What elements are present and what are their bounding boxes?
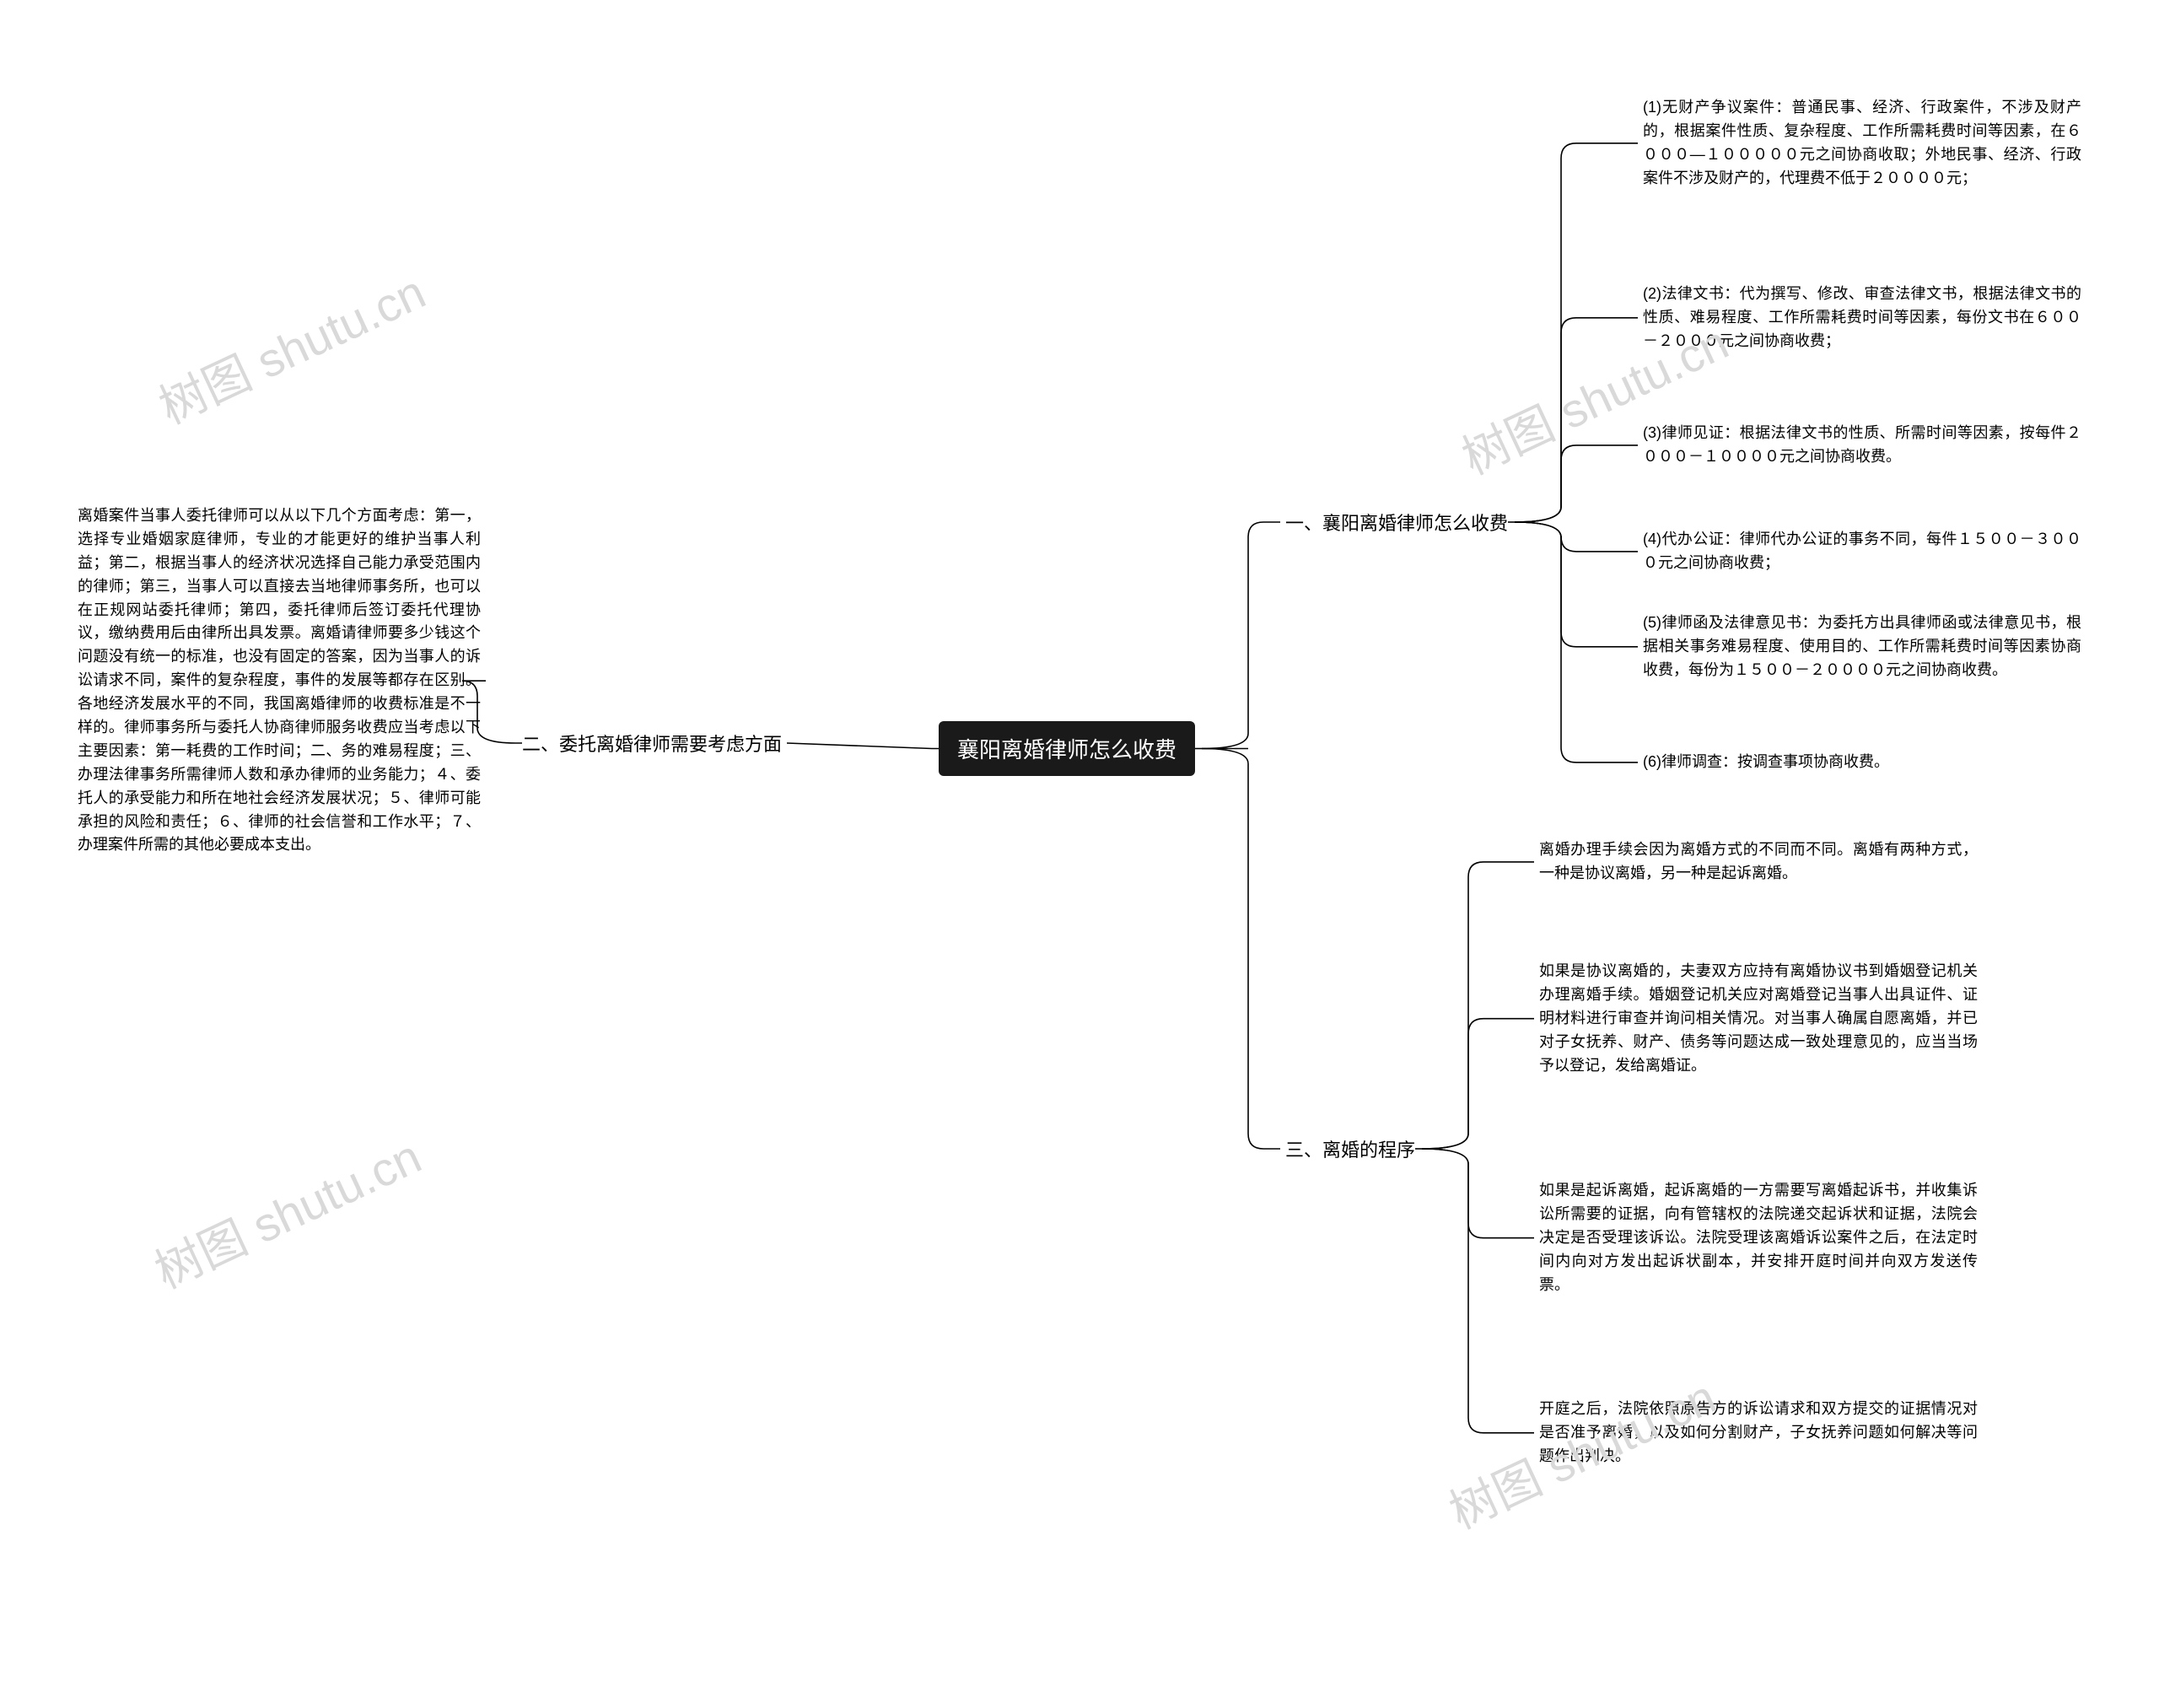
leaf-text: (6)律师调查：按调查事项协商收费。 — [1643, 751, 2081, 774]
leaf-text: (2)法律文书：代为撰写、修改、审查法律文书，根据法律文书的性质、难易程度、工作… — [1643, 283, 2081, 353]
watermark: 树图 shutu.cn — [147, 255, 435, 438]
leaf-text: 离婚办理手续会因为离婚方式的不同而不同。离婚有两种方式，一种是协议离婚，另一种是… — [1539, 838, 1978, 886]
leaf-text: 离婚案件当事人委托律师可以从以下几个方面考虑：第一，选择专业婚姻家庭律师，专业的… — [78, 504, 481, 857]
leaf-text: (5)律师函及法律意见书：为委托方出具律师函或法律意见书，根据相关事务难易程度、… — [1643, 612, 2081, 682]
leaf-text: 如果是起诉离婚，起诉离婚的一方需要写离婚起诉书，并收集诉讼所需要的证据，向有管辖… — [1539, 1179, 1978, 1296]
leaf-text: 开庭之后，法院依照原告方的诉讼请求和双方提交的证据情况对是否准予离婚，以及如何分… — [1539, 1398, 1978, 1468]
leaf-text: (3)律师见证：根据法律文书的性质、所需时间等因素，按每件２０００－１００００元… — [1643, 422, 2081, 469]
leaf-text: (1)无财产争议案件：普通民事、经济、行政案件，不涉及财产的，根据案件性质、复杂… — [1643, 96, 2081, 191]
watermark: 树图 shutu.cn — [143, 1119, 431, 1302]
branch-title: 二、委托离婚律师需要考虑方面 — [522, 730, 782, 757]
leaf-text: (4)代办公证：律师代办公证的事务不同，每件１５００－３０００元之间协商收费； — [1643, 528, 2081, 575]
leaf-text: 如果是协议离婚的，夫妻双方应持有离婚协议书到婚姻登记机关办理离婚手续。婚姻登记机… — [1539, 960, 1978, 1077]
root-node: 襄阳离婚律师怎么收费 — [939, 721, 1195, 776]
branch-title: 三、离婚的程序 — [1285, 1135, 1415, 1162]
branch-title: 一、襄阳离婚律师怎么收费 — [1285, 509, 1508, 536]
